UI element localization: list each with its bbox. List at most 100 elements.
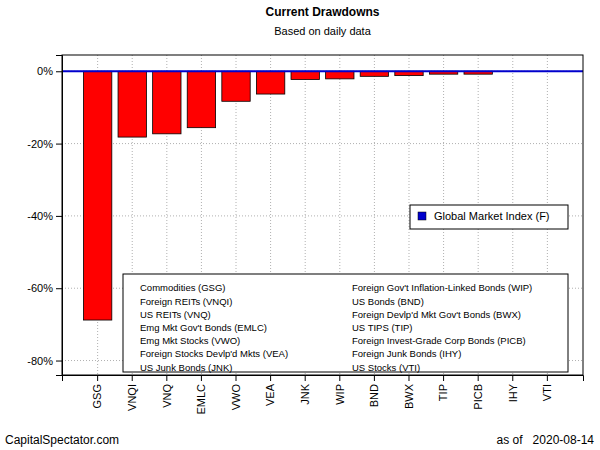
x-tick: BND — [368, 375, 380, 407]
x-tick-label: JNK — [299, 383, 311, 404]
bar — [187, 71, 215, 127]
x-tick-mark — [97, 375, 98, 381]
x-tick: VTI — [541, 375, 553, 401]
category-key: Commodities (GSG) Foreign REITs (VNQI) US … — [123, 274, 568, 373]
y-axis-line — [56, 56, 63, 376]
y-tick: -40% — [27, 210, 62, 222]
category-key-label: Foreign REITs (VNQI) — [140, 296, 232, 307]
x-tick-label: TIP — [437, 384, 449, 401]
category-key-label: US Stocks (VTI) — [352, 362, 420, 373]
x-tick-label: VNQI — [126, 384, 138, 411]
bar — [291, 71, 319, 79]
x-axis-line — [63, 376, 584, 382]
x-tick: JNK — [299, 375, 311, 405]
plot-frame — [62, 55, 583, 375]
y-axis: 0% -20% -40% -60% -80% — [27, 56, 62, 376]
legend: Global Market Index (F) — [410, 205, 568, 229]
y-tick-label: -60% — [27, 282, 53, 294]
x-tick-label: VEA — [264, 383, 276, 406]
x-tick-label: BWX — [403, 383, 415, 409]
title: Current Drawdowns — [265, 5, 379, 19]
x-tick: VNQI — [126, 375, 138, 411]
y-tick-mark — [56, 361, 62, 362]
category-key-label: US TIPS (TIP) — [352, 322, 413, 333]
x-tick-mark — [374, 375, 375, 381]
category-key-label: US Junk Bonds (JNK) — [140, 362, 232, 373]
x-tick: VWO — [230, 375, 242, 410]
x-tick-mark — [478, 375, 479, 381]
y-tick-mark — [56, 71, 62, 72]
legend-swatch — [418, 212, 426, 220]
y-tick-mark — [56, 144, 62, 145]
x-tick: VNQ — [161, 375, 173, 408]
y-tick: -20% — [27, 138, 62, 150]
category-key-label: Foreign Junk Bonds (IHY) — [352, 348, 461, 359]
x-tick-label: VWO — [230, 384, 242, 411]
x-tick: PICB — [472, 375, 484, 410]
bar — [326, 71, 354, 79]
bar — [222, 71, 250, 101]
x-tick: EMLC — [195, 375, 207, 415]
y-tick-mark — [56, 288, 62, 289]
x-tick-label: WIP — [334, 384, 346, 405]
x-tick-label: IHY — [507, 383, 519, 402]
x-tick-mark — [443, 375, 444, 381]
x-tick-mark — [305, 375, 306, 381]
x-tick-label: GSG — [91, 384, 103, 408]
x-tick-label: BND — [368, 384, 380, 407]
y-tick: -60% — [27, 282, 62, 294]
grid — [62, 55, 583, 375]
x-tick-mark — [236, 375, 237, 381]
category-key-label: Foreign Gov't Inflation-Linked Bonds (WI… — [352, 282, 532, 293]
reference-line — [62, 70, 583, 72]
background — [0, 0, 600, 450]
chart: Current Drawdowns Based on daily data 0% -2… — [0, 0, 600, 450]
x-tick: WIP — [334, 375, 346, 405]
category-key-label: Emg Mkt Gov't Bonds (EMLC) — [140, 322, 267, 333]
legend-label: Global Market Index (F) — [434, 210, 550, 222]
bar — [256, 71, 284, 94]
y-tick-mark — [56, 216, 62, 217]
bar — [153, 71, 181, 134]
bar — [118, 71, 146, 137]
x-tick-mark — [166, 375, 167, 381]
category-key-label: US REITs (VNQ) — [140, 309, 211, 320]
x-tick-mark — [201, 375, 202, 381]
x-tick-label: VNQ — [161, 384, 173, 408]
category-key-label: Commodities (GSG) — [140, 282, 226, 293]
y-tick: -80% — [27, 355, 62, 367]
x-tick: VEA — [264, 375, 276, 406]
y-tick-label: -20% — [27, 138, 53, 150]
x-tick-mark — [512, 375, 513, 381]
category-key-label: Foreign Stocks Devlp'd Mkts (VEA) — [140, 348, 288, 359]
category-key-box — [123, 274, 568, 372]
x-tick-label: PICB — [472, 384, 484, 410]
category-key-label: Foreign Invest-Grade Corp Bonds (PICB) — [352, 335, 526, 346]
legend-box — [410, 205, 568, 229]
x-tick-mark — [339, 375, 340, 381]
bar — [83, 71, 111, 320]
y-tick-label: 0% — [37, 65, 53, 77]
x-tick: GSG — [91, 375, 103, 408]
grid-line — [62, 71, 583, 72]
x-tick: BWX — [403, 375, 415, 409]
category-key-label: Emg Mkt Stocks (VWO) — [140, 335, 240, 346]
x-tick-label: EMLC — [195, 384, 207, 415]
date-note: as of 2020-08-14 — [497, 433, 595, 447]
x-tick-label: VTI — [541, 384, 553, 401]
category-key-label: Foreign Devlp'd Mkt Gov't Bonds (BWX) — [352, 309, 521, 320]
x-axis: GSG VNQI VNQ EMLC VWO VEA JNK WIP BND BWX TIP PICB I… — [63, 375, 584, 415]
category-key-label: US Bonds (BND) — [352, 296, 424, 307]
x-tick-mark — [408, 375, 409, 381]
grid-line — [62, 143, 583, 144]
x-tick-mark — [547, 375, 548, 381]
x-tick-mark — [132, 375, 133, 381]
x-tick: IHY — [507, 375, 519, 402]
subtitle: Based on daily data — [274, 25, 372, 37]
y-tick: 0% — [37, 65, 62, 77]
y-tick-label: -40% — [27, 210, 53, 222]
x-tick-mark — [270, 375, 271, 381]
source: CapitalSpectator.com — [5, 433, 119, 447]
x-tick: TIP — [437, 375, 449, 401]
y-tick-label: -80% — [27, 355, 53, 367]
